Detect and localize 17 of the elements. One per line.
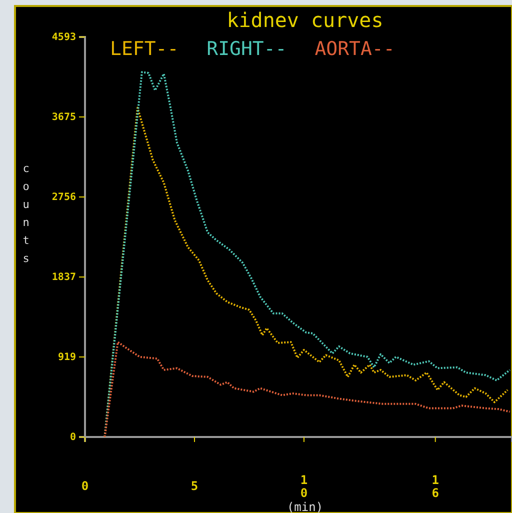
text: LEFT-- — [110, 38, 179, 60]
y-tick-label: 1837 — [52, 272, 76, 284]
y-axis-title: counts — [22, 162, 30, 265]
line-series — [104, 341, 511, 438]
text: RIGHT-- — [206, 38, 287, 60]
y-tick-label: 3675 — [52, 112, 76, 124]
x-tick-label: 5 — [190, 479, 198, 493]
y-tick-label: 2756 — [52, 192, 76, 204]
chart-title: kidnev curves — [226, 8, 384, 32]
x-tick-label: 0 — [81, 479, 89, 493]
x-axis-title: (min) — [286, 500, 324, 513]
y-tick-label: 919 — [58, 352, 76, 364]
x-tick-label: 1 0 — [300, 473, 308, 500]
text: AORTA-- — [314, 38, 395, 60]
x-tick-label: 1 6 — [432, 473, 439, 500]
y-tick-label: 4593 — [52, 32, 76, 44]
y-tick-label: 0 — [70, 432, 76, 444]
